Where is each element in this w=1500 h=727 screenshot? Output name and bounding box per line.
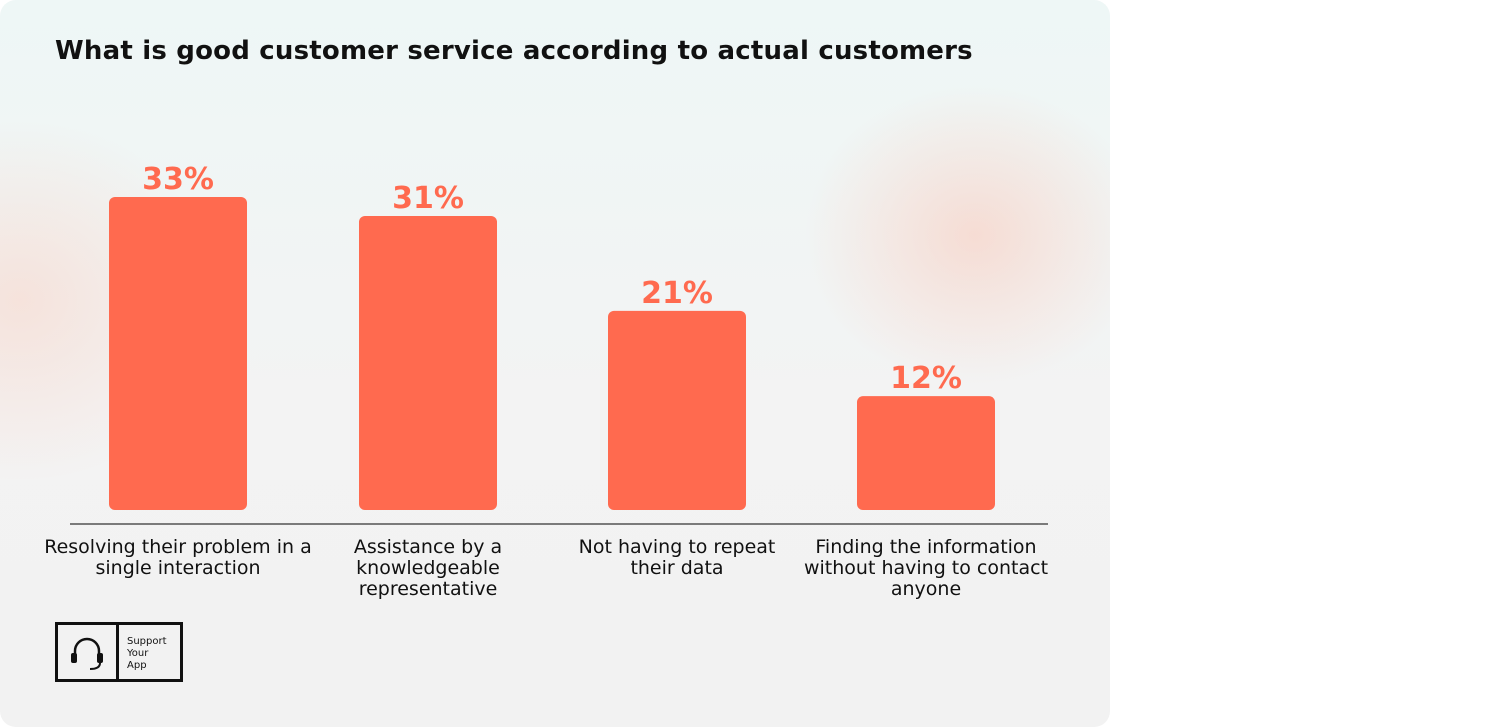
bar [608, 310, 746, 510]
bar [359, 215, 497, 510]
logo-icon [58, 625, 119, 679]
chart-title: What is good customer service according … [55, 36, 973, 66]
value-label: 12% [890, 361, 962, 396]
card: What is good customer service according … [0, 0, 1110, 727]
headset-icon [71, 637, 103, 670]
chart: 33% 31% 21% 12% [70, 162, 1048, 525]
value-label: 21% [641, 276, 713, 311]
logo-line: App [127, 660, 147, 671]
bar [857, 396, 995, 510]
value-label: 33% [142, 162, 214, 197]
x-tick-label: Assistance by a knowledgeable representa… [353, 536, 503, 600]
logo-line: Your [127, 648, 149, 659]
x-tick-label: Finding the information without having t… [803, 536, 1049, 600]
x-tick-label: Resolving their problem in a single inte… [44, 536, 312, 579]
logo-line: Support [127, 636, 167, 647]
logo: Support Your App [55, 622, 183, 682]
logo-text: Support Your App [127, 636, 167, 672]
value-label: 31% [392, 181, 464, 216]
x-tick-label: Not having to repeat their data [578, 536, 776, 579]
bar [109, 197, 247, 510]
